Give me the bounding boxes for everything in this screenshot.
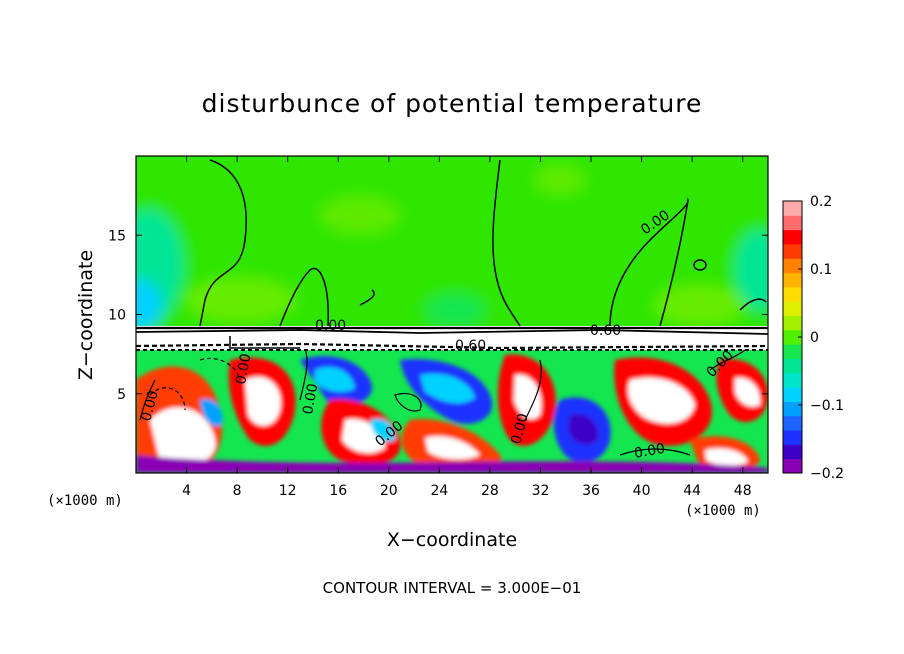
x-tick-label: 48 [734, 483, 752, 499]
colorbar-block [783, 372, 802, 388]
y-tick-label: 15 [108, 228, 126, 244]
colorbar-block [783, 344, 802, 359]
colorbar-block [783, 258, 802, 274]
colorbar-block [783, 444, 802, 460]
colorbar-block [783, 301, 802, 317]
y-axis-ticks: 5 10 15 [108, 228, 768, 403]
colorbar-block [783, 272, 802, 288]
colorbar-tick-label: −0.2 [810, 466, 844, 482]
colorbar-block [783, 201, 802, 216]
x-tick-label: 40 [633, 483, 651, 499]
colorbar-block [783, 315, 802, 331]
x-tick-label: 16 [329, 483, 347, 499]
contour-label: 0.00 [633, 441, 666, 462]
x-tick-label: 24 [430, 483, 448, 499]
colorbar-blocks [783, 201, 802, 474]
upper-field [136, 156, 768, 340]
colorbar-ticks: 0.2 0.1 0 −0.1 −0.2 [798, 194, 844, 482]
colorbar-tick-label: 0.1 [810, 262, 832, 278]
colorbar-block [783, 243, 802, 259]
contour-label: 0.60 [455, 338, 486, 354]
contour-lines [136, 159, 768, 456]
contour-label: 0.00 [233, 352, 254, 385]
x-axis-unit: (×1000 m) [685, 503, 761, 519]
colorbar-block [783, 458, 802, 474]
x-axis-label: X−coordinate [387, 529, 517, 551]
contour-label: 0.00 [300, 382, 321, 415]
y-axis-label: Z−coordinate [75, 250, 97, 380]
colorbar-block [783, 215, 802, 231]
contour-interval-note: CONTOUR INTERVAL = 3.000E−01 [323, 579, 582, 597]
contour-label: 0.00 [508, 412, 532, 446]
colorbar-tick-label: 0 [810, 330, 819, 346]
contour-label: 0.60 [590, 323, 621, 339]
lower-field [136, 350, 768, 473]
x-tick-label: 32 [532, 483, 550, 499]
colorbar-block [783, 415, 802, 431]
colorbar: 0.2 0.1 0 −0.1 −0.2 [782, 194, 844, 482]
colorbar-tick-label: −0.1 [810, 398, 844, 414]
y-axis-unit: (×1000 m) [47, 493, 123, 509]
colorbar-block [783, 286, 802, 302]
x-tick-label: 36 [582, 483, 600, 499]
colorbar-block [783, 229, 802, 245]
x-tick-label: 8 [233, 483, 242, 499]
x-tick-label: 12 [279, 483, 297, 499]
x-tick-label: 4 [182, 483, 191, 499]
y-tick-label: 10 [108, 308, 126, 324]
x-axis-ticks: 4 8 12 16 20 24 28 32 36 40 44 48 [182, 156, 752, 499]
colorbar-block [783, 358, 802, 374]
plot-area: 0.00 0.00 0.00 0.00 0.00 0.00 0.00 0.00 … [136, 156, 768, 473]
contour-label: 0.00 [138, 389, 162, 423]
colorbar-block [783, 401, 802, 417]
x-tick-label: 20 [380, 483, 398, 499]
x-tick-label: 28 [481, 483, 499, 499]
colorbar-tick-label: 0.2 [810, 194, 832, 210]
contour-label: 0.00 [315, 318, 346, 334]
chart-title: disturbunce of potential temperature [202, 89, 703, 118]
y-tick-label: 5 [117, 387, 126, 403]
colorbar-block [783, 329, 802, 345]
colorbar-block [783, 387, 802, 402]
colorbar-block [783, 430, 802, 445]
x-tick-label: 44 [683, 483, 701, 499]
